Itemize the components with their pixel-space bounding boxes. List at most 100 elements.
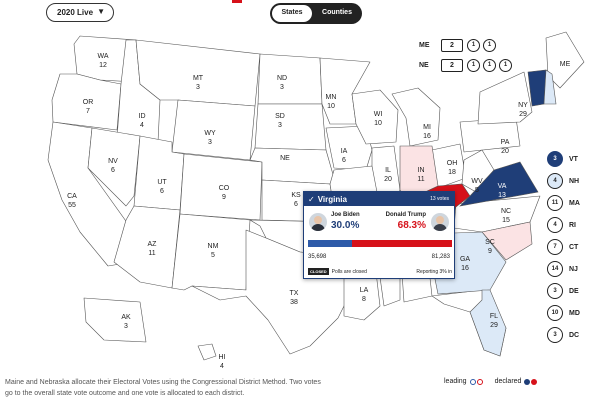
- state-ev-ca: 55: [68, 202, 76, 209]
- district-method-note: Maine and Nebraska allocate their Electo…: [5, 379, 321, 397]
- small-state-ev: 10: [547, 305, 563, 321]
- small-state-ev: 4: [547, 173, 563, 189]
- state-sd[interactable]: [254, 103, 327, 151]
- state-abbr-in: IN: [418, 167, 425, 174]
- small-state-nj[interactable]: 14 NJ: [547, 260, 578, 278]
- biden-avatar: [309, 213, 327, 231]
- small-state-vt[interactable]: 3 VT: [547, 150, 578, 168]
- brand-strip: [232, 0, 242, 3]
- state-abbr-nv: NV: [108, 158, 118, 165]
- us-electoral-map: WA12OR7CA55ID4NV6MT3WY3UT6AZ11CO9NM5ND3S…: [47, 31, 585, 370]
- toggle-states[interactable]: States: [272, 5, 312, 22]
- state-ev-sd: 3: [278, 122, 282, 129]
- state-ev-ks: 6: [294, 201, 298, 208]
- state-va[interactable]: [459, 161, 539, 207]
- district-circle[interactable]: 1: [499, 58, 512, 72]
- legend-declared-label: declared: [494, 378, 522, 385]
- small-state-ct[interactable]: 7 CT: [547, 238, 578, 256]
- state-abbr-wy: WY: [204, 130, 216, 137]
- state-ev-tx: 38: [290, 299, 298, 306]
- state-abbr-va: VA: [498, 183, 507, 190]
- small-state-abbr: DE: [569, 287, 579, 295]
- toggle-counties[interactable]: Counties: [322, 9, 352, 16]
- district-circle[interactable]: 1: [467, 58, 480, 72]
- state-abbr-ny: NY: [518, 102, 528, 109]
- district-circle[interactable]: 1: [483, 38, 496, 52]
- state-ny[interactable]: [477, 71, 533, 125]
- polls-status: Polls are closed: [331, 268, 367, 275]
- district-state: ME: [419, 41, 430, 49]
- district-row-me: ME 2 1 1: [419, 36, 499, 54]
- state-ev-ak: 3: [124, 323, 128, 330]
- state-fl-lean: [469, 289, 507, 357]
- state-abbr-il: IL: [385, 167, 391, 174]
- state-ev-il: 20: [384, 176, 392, 183]
- small-state-ev: 7: [547, 239, 563, 255]
- small-state-ri[interactable]: 4 RI: [547, 216, 576, 234]
- state-nd[interactable]: [257, 53, 323, 105]
- small-state-abbr: RI: [569, 221, 576, 229]
- state-mi[interactable]: [391, 87, 441, 147]
- state-ev-ny: 29: [519, 111, 527, 118]
- state-abbr-ks: KS: [291, 192, 301, 199]
- state-ev-sc: 9: [488, 248, 492, 255]
- state-ak[interactable]: [83, 297, 147, 343]
- state-ev-mn: 10: [327, 103, 335, 110]
- state-abbr-wa: WA: [97, 53, 108, 60]
- state-ev-co: 9: [222, 194, 226, 201]
- small-state-abbr: DC: [569, 331, 580, 339]
- district-circle[interactable]: 1: [483, 58, 496, 72]
- state-sc[interactable]: [481, 221, 533, 261]
- state-ev-or: 7: [86, 108, 90, 115]
- state-hi[interactable]: [197, 343, 217, 361]
- state-abbr-me: ME: [560, 61, 571, 68]
- small-state-dc[interactable]: 3 DC: [547, 326, 579, 344]
- state-ev-in: 11: [417, 176, 424, 183]
- popup-state-name: Virginia: [317, 194, 347, 204]
- district-total[interactable]: 2: [441, 38, 463, 52]
- state-abbr-pa: PA: [501, 139, 510, 146]
- state-abbr-nc: NC: [501, 208, 511, 215]
- state-ev-mi: 16: [423, 133, 431, 140]
- state-abbr-ga: GA: [460, 256, 470, 263]
- top-bar: 2020 Live ▼ States Counties: [0, 0, 600, 30]
- state-ev-pa: 20: [501, 148, 509, 155]
- small-state-de[interactable]: 3 DE: [547, 282, 579, 300]
- small-state-abbr: CT: [569, 243, 579, 251]
- district-total[interactable]: 2: [441, 58, 463, 72]
- state-nv[interactable]: [87, 127, 141, 207]
- leading-dem-dot: [469, 378, 476, 385]
- trump-avatar: [431, 213, 449, 231]
- dem-share-fill: [308, 240, 352, 247]
- state-abbr-nm: NM: [208, 243, 219, 250]
- state-ev-wa: 12: [99, 62, 107, 69]
- state-wi[interactable]: [351, 89, 399, 145]
- state-nh[interactable]: [543, 69, 557, 105]
- state-vt[interactable]: [527, 69, 547, 107]
- leading-rep-dot: [476, 378, 483, 385]
- rep-name: Donald Trump: [385, 212, 426, 218]
- closed-badge: CLOSED: [308, 268, 329, 275]
- small-state-md[interactable]: 10 MD: [547, 304, 580, 322]
- district-circle[interactable]: 1: [467, 38, 480, 52]
- dem-pct: 30.0%: [331, 220, 360, 231]
- state-abbr-wv: WV: [471, 178, 483, 185]
- state-me[interactable]: [545, 31, 585, 89]
- small-state-ev: 3: [547, 283, 563, 299]
- popup-votes: 13 votes: [430, 196, 449, 202]
- rep-pct: 68.3%: [397, 220, 426, 231]
- view-toggle: States Counties: [270, 3, 362, 24]
- map-legend: leading declared: [444, 378, 538, 385]
- small-state-nh[interactable]: 4 NH: [547, 172, 579, 190]
- race-select-dropdown[interactable]: 2020 Live ▼: [46, 3, 114, 22]
- district-state: NE: [419, 61, 429, 69]
- small-state-ma[interactable]: 11 MA: [547, 194, 580, 212]
- state-ne[interactable]: [249, 147, 335, 185]
- state-ev-wi: 10: [374, 120, 382, 127]
- state-abbr-tx: TX: [290, 290, 299, 297]
- reporting-status: Reporting 3% in: [416, 268, 452, 275]
- state-abbr-fl: FL: [490, 313, 498, 320]
- state-abbr-nd: ND: [277, 75, 287, 82]
- state-ev-nd: 3: [280, 84, 284, 91]
- state-result-popup[interactable]: ✓ Virginia 13 votes Joe Biden 30.0% Dona…: [303, 191, 455, 279]
